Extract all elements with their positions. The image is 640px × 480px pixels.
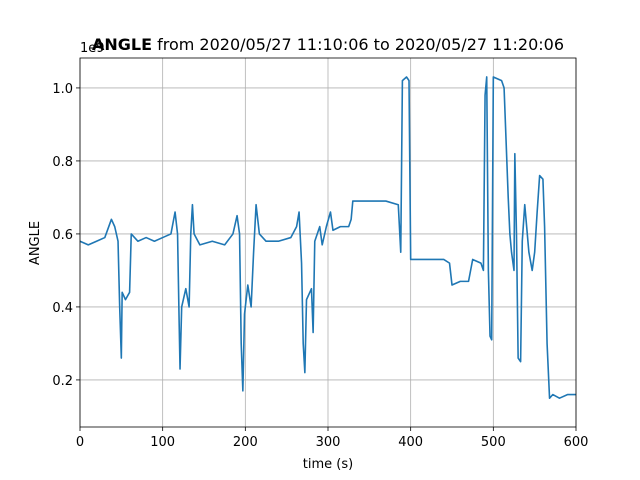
x-axis-label: time (s) xyxy=(303,457,353,472)
data-line xyxy=(79,76,576,399)
y-tick-label: 0.4 xyxy=(52,301,73,316)
y-tick-label: 0.8 xyxy=(52,155,73,170)
plot-frame xyxy=(79,57,577,428)
x-tick-label: 100 xyxy=(150,435,175,450)
x-tick-label: 300 xyxy=(316,435,341,450)
x-tick-label: 400 xyxy=(398,435,423,450)
y-tick-label: 0.2 xyxy=(52,374,73,389)
x-tick-label: 600 xyxy=(564,435,589,450)
x-tick-label: 0 xyxy=(76,435,84,450)
x-tick-label: 200 xyxy=(233,435,258,450)
chart-title: ANGLE from 2020/05/27 11:10:06 to 2020/0… xyxy=(92,35,564,54)
y-axis-label: ANGLE xyxy=(28,221,43,265)
title-text: from 2020/05/27 11:10:06 to 2020/05/27 1… xyxy=(157,35,564,54)
y-tick-label: 0.6 xyxy=(52,228,73,243)
offset-text: 1e9 xyxy=(80,41,105,56)
title-variable: ANGLE xyxy=(92,35,152,54)
y-tick-label: 1.0 xyxy=(52,82,73,97)
x-tick-label: 500 xyxy=(481,435,506,450)
